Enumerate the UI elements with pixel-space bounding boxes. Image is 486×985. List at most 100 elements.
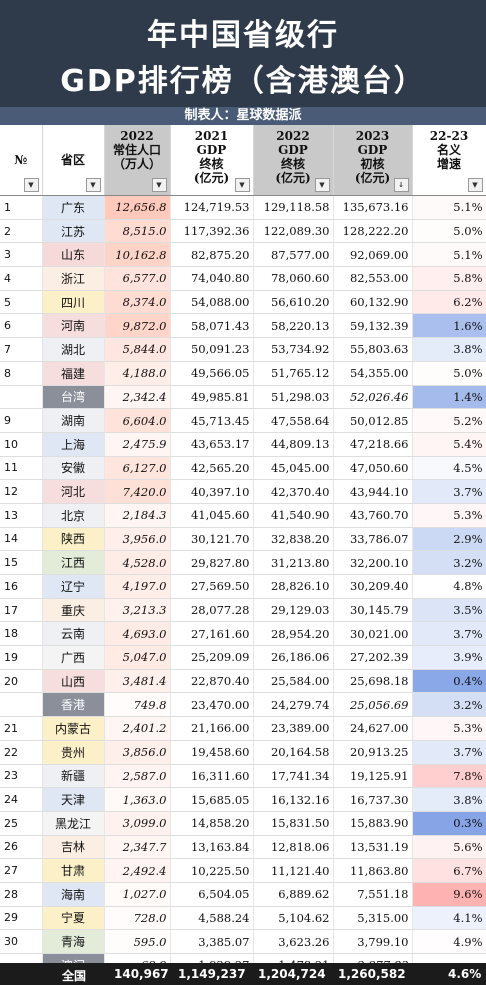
row-rank[interactable]: 26: [0, 835, 43, 860]
row-gdp2021[interactable]: 124,719.53: [170, 195, 254, 220]
filter-dropdown-icon[interactable]: ▼: [234, 178, 250, 192]
row-growth[interactable]: 4.9%: [412, 929, 486, 954]
row-growth[interactable]: 3.8%: [412, 787, 486, 812]
row-gdp2022[interactable]: 17,741.34: [253, 764, 334, 789]
row-province[interactable]: 宁夏: [42, 906, 105, 931]
row-rank[interactable]: [0, 385, 43, 410]
row-gdp2023[interactable]: 32,200.10: [333, 550, 413, 575]
row-province[interactable]: 湖南: [42, 408, 105, 433]
row-population[interactable]: 2,342.4: [104, 385, 171, 410]
row-population[interactable]: 728.0: [104, 906, 171, 931]
row-growth[interactable]: 6.2%: [412, 290, 486, 315]
row-gdp2023[interactable]: 15,883.90: [333, 811, 413, 836]
row-population[interactable]: 3,481.4: [104, 669, 171, 694]
filter-dropdown-icon[interactable]: ▼: [151, 178, 167, 192]
row-population[interactable]: 4,188.0: [104, 361, 171, 386]
row-gdp2022[interactable]: 6,889.62: [253, 882, 334, 907]
row-gdp2022[interactable]: 47,558.64: [253, 408, 334, 433]
row-rank[interactable]: 6: [0, 313, 43, 339]
row-growth[interactable]: 3.7%: [412, 740, 486, 765]
row-rank[interactable]: 11: [0, 456, 43, 481]
row-rank[interactable]: 12: [0, 479, 43, 504]
row-rank[interactable]: 18: [0, 621, 43, 647]
row-province[interactable]: 云南: [42, 621, 105, 647]
row-growth[interactable]: 9.6%: [412, 882, 486, 907]
row-gdp2023[interactable]: 16,737.30: [333, 787, 413, 812]
row-province[interactable]: 山西: [42, 669, 105, 694]
row-rank[interactable]: 30: [0, 929, 43, 954]
row-province[interactable]: 江苏: [42, 219, 105, 244]
row-gdp2021[interactable]: 45,713.45: [170, 408, 254, 433]
row-rank[interactable]: 29: [0, 906, 43, 931]
row-population[interactable]: 4,528.0: [104, 550, 171, 575]
row-rank[interactable]: 22: [0, 740, 43, 765]
row-gdp2023[interactable]: 47,218.66: [333, 432, 413, 457]
row-gdp2023[interactable]: 20,913.25: [333, 740, 413, 765]
row-province[interactable]: 黑龙江: [42, 811, 105, 836]
row-growth[interactable]: 3.9%: [412, 645, 486, 670]
row-gdp2022[interactable]: 41,540.90: [253, 503, 334, 528]
row-population[interactable]: 3,856.0: [104, 740, 171, 765]
row-rank[interactable]: 8: [0, 361, 43, 386]
row-gdp2023[interactable]: 135,673.16: [333, 195, 413, 220]
row-gdp2021[interactable]: 6,504.05: [170, 882, 254, 907]
row-rank[interactable]: 13: [0, 503, 43, 528]
row-population[interactable]: 749.8: [104, 692, 171, 718]
row-gdp2022[interactable]: 26,186.06: [253, 645, 334, 670]
row-gdp2023[interactable]: 33,786.07: [333, 527, 413, 552]
row-gdp2022[interactable]: 53,734.92: [253, 337, 334, 362]
row-rank[interactable]: 4: [0, 266, 43, 291]
row-population[interactable]: 3,956.0: [104, 527, 171, 552]
row-gdp2022[interactable]: 56,610.20: [253, 290, 334, 315]
row-gdp2021[interactable]: 30,121.70: [170, 527, 254, 552]
row-population[interactable]: 2,492.4: [104, 858, 171, 883]
row-gdp2021[interactable]: 3,385.07: [170, 929, 254, 954]
row-growth[interactable]: 1.6%: [412, 313, 486, 339]
filter-dropdown-icon[interactable]: ▼: [23, 178, 39, 192]
row-province[interactable]: 江西: [42, 550, 105, 575]
row-population[interactable]: 3,099.0: [104, 811, 171, 836]
row-gdp2021[interactable]: 82,875.20: [170, 242, 254, 268]
row-gdp2022[interactable]: 31,213.80: [253, 550, 334, 575]
row-growth[interactable]: 1.4%: [412, 385, 486, 410]
row-gdp2022[interactable]: 28,954.20: [253, 621, 334, 647]
row-rank[interactable]: 21: [0, 716, 43, 741]
row-gdp2021[interactable]: 16,311.60: [170, 764, 254, 789]
row-gdp2022[interactable]: 44,809.13: [253, 432, 334, 457]
row-population[interactable]: 9,872.0: [104, 313, 171, 339]
row-gdp2023[interactable]: 3,799.10: [333, 929, 413, 954]
row-population[interactable]: 5,844.0: [104, 337, 171, 362]
row-rank[interactable]: 14: [0, 527, 43, 552]
row-population[interactable]: 12,656.8: [104, 195, 171, 220]
row-rank[interactable]: 16: [0, 574, 43, 599]
row-province[interactable]: 新疆: [42, 764, 105, 789]
row-gdp2023[interactable]: 59,132.39: [333, 313, 413, 339]
row-population[interactable]: 3,213.3: [104, 598, 171, 623]
row-province[interactable]: 四川: [42, 290, 105, 315]
row-gdp2023[interactable]: 47,050.60: [333, 456, 413, 481]
row-gdp2021[interactable]: 27,161.60: [170, 621, 254, 647]
row-growth[interactable]: 0.4%: [412, 669, 486, 694]
row-gdp2021[interactable]: 42,565.20: [170, 456, 254, 481]
row-rank[interactable]: 7: [0, 337, 43, 362]
row-gdp2022[interactable]: 51,298.03: [253, 385, 334, 410]
row-population[interactable]: 8,515.0: [104, 219, 171, 244]
row-gdp2023[interactable]: 52,026.46: [333, 385, 413, 410]
row-province[interactable]: 广西: [42, 645, 105, 670]
row-province[interactable]: 台湾: [42, 385, 105, 410]
row-gdp2021[interactable]: 40,397.10: [170, 479, 254, 504]
row-gdp2021[interactable]: 54,088.00: [170, 290, 254, 315]
row-province[interactable]: 吉林: [42, 835, 105, 860]
row-province[interactable]: 内蒙古: [42, 716, 105, 741]
row-gdp2021[interactable]: 50,091.23: [170, 337, 254, 362]
row-gdp2021[interactable]: 27,569.50: [170, 574, 254, 599]
row-gdp2021[interactable]: 49,985.81: [170, 385, 254, 410]
row-gdp2022[interactable]: 3,623.26: [253, 929, 334, 954]
row-population[interactable]: 7,420.0: [104, 479, 171, 504]
row-province[interactable]: 陕西: [42, 527, 105, 552]
row-gdp2021[interactable]: 13,163.84: [170, 835, 254, 860]
row-growth[interactable]: 5.3%: [412, 716, 486, 741]
row-population[interactable]: 2,587.0: [104, 764, 171, 789]
row-rank[interactable]: 24: [0, 787, 43, 812]
row-rank[interactable]: [0, 692, 43, 718]
